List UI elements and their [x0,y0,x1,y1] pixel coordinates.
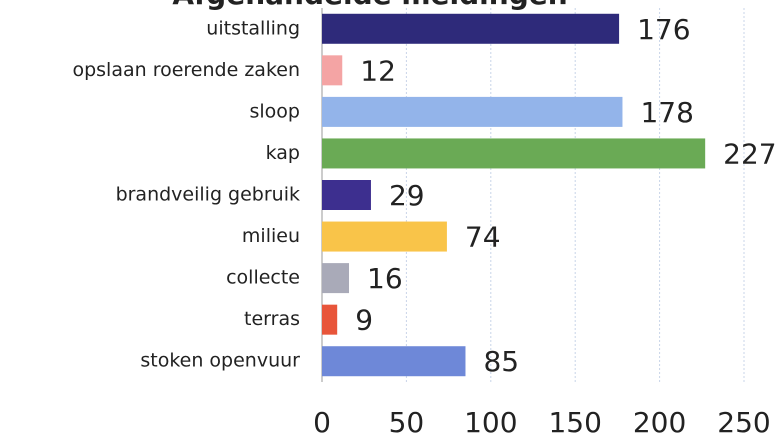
y-tick-label: terras [244,308,300,330]
x-tick-label: 0 [313,406,331,439]
x-tick-label: 100 [464,406,517,439]
bar [322,96,623,127]
y-tick-label: brandveilig gebruik [116,184,300,206]
data-label: 9 [355,304,373,337]
bar [322,13,620,44]
data-label: 29 [389,179,425,212]
bar [322,304,338,335]
y-tick-label: stoken openvuur [140,350,300,372]
y-tick-label: milieu [242,225,300,247]
data-label: 227 [723,137,775,170]
bar [322,221,447,252]
bar [322,138,706,169]
data-label: 16 [367,262,403,295]
data-label: 12 [360,54,396,87]
y-tick-label: sloop [250,100,301,122]
bar [322,180,371,210]
bar [322,263,350,294]
y-tick-label: opslaan roerende zaken [72,59,300,81]
x-tick-label: 150 [548,406,601,439]
bar [322,346,466,377]
x-tick-label: 250 [717,406,770,439]
data-label: 178 [640,96,693,129]
bar [322,55,343,86]
y-tick-label: collecte [226,267,300,289]
data-label: 74 [465,221,501,254]
x-tick-label: 200 [633,406,686,439]
y-tick-label: uitstalling [206,17,300,39]
chart-title: Afgehandelde meldingen [172,0,567,11]
x-tick-label: 50 [389,406,425,439]
y-tick-label: kap [266,142,300,164]
data-label: 176 [637,13,690,46]
data-label: 85 [483,345,519,378]
